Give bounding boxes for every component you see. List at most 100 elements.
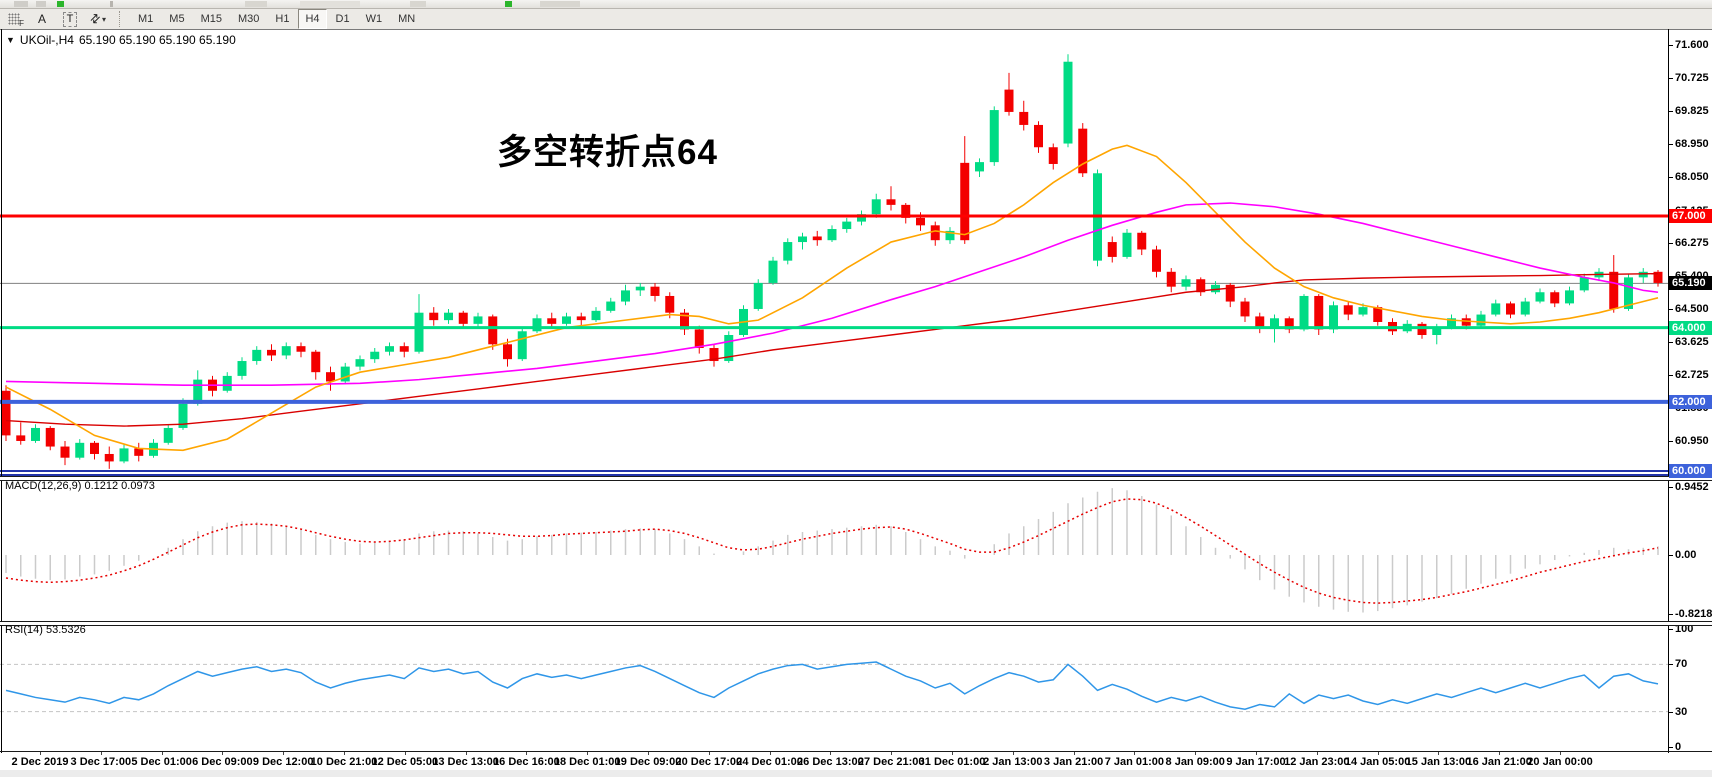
price-tick-label: 68.950 xyxy=(1675,137,1709,150)
time-tick-mark xyxy=(1073,751,1075,755)
rsi-tick-mark xyxy=(1668,664,1673,666)
macd-tick-mark xyxy=(1668,555,1673,556)
time-tick-mark xyxy=(830,751,832,755)
time-label: 20 Dec 17:00 xyxy=(675,756,743,768)
macd-scale-label: 0.00 xyxy=(1675,549,1697,561)
timeframe-button-M1[interactable]: M1 xyxy=(138,13,154,25)
time-tick-mark xyxy=(769,751,771,755)
time-label: 26 Dec 13:00 xyxy=(797,756,864,768)
macd-histogram xyxy=(5,488,1659,613)
time-tick-mark xyxy=(648,751,649,755)
time-tick-mark xyxy=(1134,751,1136,755)
timeframe-button-M15[interactable]: M15 xyxy=(200,13,222,25)
text-box-icon: T xyxy=(62,11,78,27)
time-tick-mark xyxy=(1438,751,1440,755)
symbol-period-label: UKOil-,H4 xyxy=(19,33,74,47)
macd-scale-label: -0.8218 xyxy=(1675,608,1712,621)
timeframe-button-M5[interactable]: M5 xyxy=(169,13,185,25)
time-label: 9 Dec 12:00 xyxy=(252,756,314,768)
time-tick-mark xyxy=(708,751,710,755)
crosshair-grid-button[interactable]: F xyxy=(1,9,27,29)
price-badge-60.000: 60.000 xyxy=(1669,464,1712,478)
time-axis-line xyxy=(0,751,1712,752)
panel-separator-macd[interactable] xyxy=(0,476,1712,481)
draw-tools-button[interactable]: ⇅ ▾ xyxy=(85,9,111,29)
price-tick-label: 71.600 xyxy=(1675,39,1709,51)
ma-fast-orange-line xyxy=(5,144,1659,452)
toolbar-fragment xyxy=(300,1,360,7)
chart-title: ▼ UKOil-,H4 65.190 65.190 65.190 65.190 xyxy=(6,33,236,47)
chart-annotation-text[interactable]: 多空转折点64 xyxy=(497,133,718,172)
rsi-line xyxy=(5,661,1659,711)
time-tick-mark xyxy=(100,751,102,755)
ma-slow-red-line xyxy=(5,272,1659,427)
macd-tick-mark xyxy=(1668,487,1673,489)
macd-signal-line xyxy=(5,498,1659,604)
time-label: 16 Dec 16:00 xyxy=(493,756,560,768)
timeframe-button-D1[interactable]: D1 xyxy=(335,13,350,25)
time-label: 9 Jan 17:00 xyxy=(1226,756,1286,768)
toolbar-fragment xyxy=(110,1,113,7)
timeframe-button-H4[interactable]: H4 xyxy=(298,9,327,29)
rsi-tick-mark xyxy=(1668,711,1673,713)
timeframe-button-W1[interactable]: W1 xyxy=(365,13,383,25)
macd-tick-mark xyxy=(1668,614,1673,616)
time-tick-mark xyxy=(1012,751,1014,755)
timeframe-button-M30[interactable]: M30 xyxy=(237,13,260,25)
objects-dropdown-icon[interactable]: ▼ xyxy=(6,35,15,45)
text-box-button[interactable]: T xyxy=(57,9,83,29)
bottom-strip xyxy=(0,770,1712,777)
time-label: 8 Jan 09:00 xyxy=(1165,756,1225,768)
time-tick-mark xyxy=(40,751,41,755)
macd-scale-label: 0.9452 xyxy=(1675,481,1709,494)
price-tick-label: 60.950 xyxy=(1675,434,1709,447)
time-tick-mark xyxy=(283,751,285,755)
dotted-grid-icon: F xyxy=(8,13,24,28)
time-tick-mark xyxy=(891,751,893,755)
price-badge-62.000: 62.000 xyxy=(1669,394,1712,409)
top-toolbar-sliver xyxy=(0,0,1712,9)
text-label-button[interactable]: A xyxy=(29,9,55,29)
timeframe-button-MN[interactable]: MN xyxy=(398,13,416,25)
time-label: 16 Jan 21:00 xyxy=(1466,756,1532,768)
ohlc-values: 65.190 65.190 65.190 65.190 xyxy=(78,33,236,47)
rsi-tick-mark xyxy=(1668,747,1673,748)
time-label: 27 Dec 21:00 xyxy=(857,756,925,768)
text-label-icon: A xyxy=(37,12,46,26)
price-tick-mark xyxy=(1668,143,1673,145)
time-label: 31 Dec 01:00 xyxy=(918,756,986,768)
price-tick-label: 66.275 xyxy=(1675,236,1709,249)
toolbar-fragment xyxy=(245,1,267,7)
price-tick-mark xyxy=(1668,440,1673,442)
toolbar-fragment xyxy=(540,1,580,7)
rsi-pane-label: RSI(14) 53.5326 xyxy=(5,624,86,636)
price-tick-label: 62.725 xyxy=(1675,368,1709,381)
candlestick-series xyxy=(1,54,1678,469)
panel-separator-rsi[interactable] xyxy=(0,621,1712,626)
price-tick-mark xyxy=(1668,110,1673,112)
diagonal-arrows-icon: ⇅ xyxy=(86,10,104,28)
time-tick-mark xyxy=(344,751,345,755)
timeframe-button-H1[interactable]: H1 xyxy=(275,13,290,25)
price-badge-67.000: 67.000 xyxy=(1669,209,1712,224)
time-tick-mark xyxy=(1499,751,1501,755)
time-label: 2 Dec 2019 xyxy=(11,756,69,768)
time-tick-mark xyxy=(1377,751,1379,755)
rsi-scale-label: 70 xyxy=(1675,658,1688,671)
rsi-tick-mark xyxy=(1668,629,1673,630)
price-tick-mark xyxy=(1668,374,1673,376)
toolbar-fragment xyxy=(410,1,426,7)
time-label: 13 Dec 13:00 xyxy=(432,756,499,768)
time-label: 5 Dec 01:00 xyxy=(131,756,192,768)
price-tick-label: 70.725 xyxy=(1675,71,1709,84)
plot-left-border xyxy=(1,29,2,753)
time-label: 18 Dec 01:00 xyxy=(553,756,621,768)
time-label: 12 Dec 05:00 xyxy=(371,756,439,768)
chart-plot-area[interactable] xyxy=(0,29,1712,777)
timeframe-button-group: M1 M5 M15 M30 H1 H4 D1 W1 MN xyxy=(130,9,423,29)
time-tick-mark xyxy=(161,751,163,755)
price-tick-mark xyxy=(1668,308,1673,310)
time-tick-mark xyxy=(526,751,528,755)
time-tick-mark xyxy=(404,751,406,755)
